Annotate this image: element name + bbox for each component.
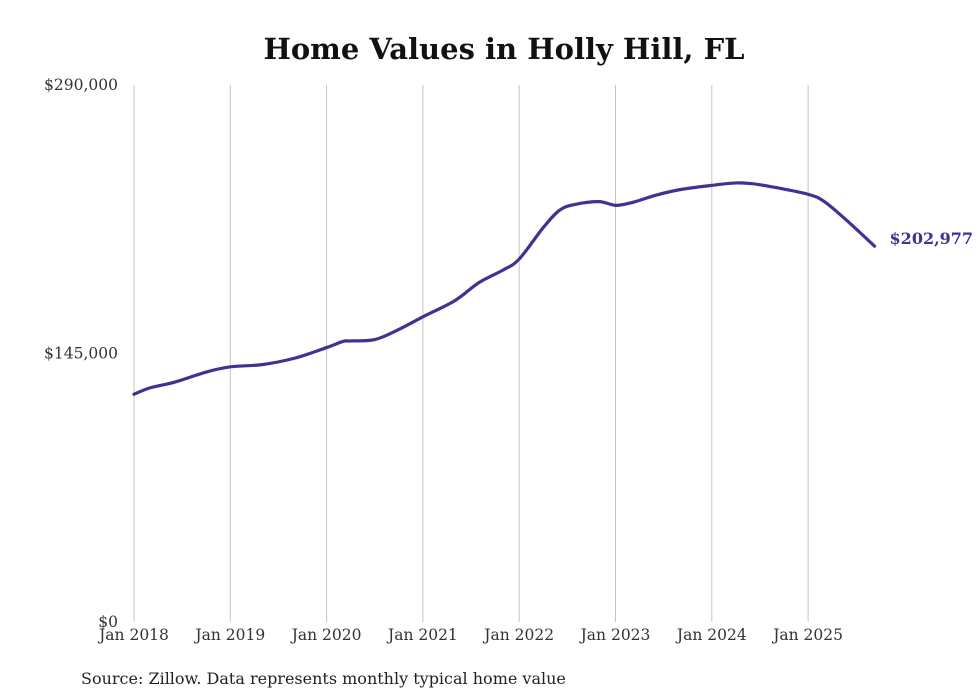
x-axis-tick-labels: Jan 2018 Jan 2019 Jan 2020 Jan 2021 Jan 2022… [97,626,843,644]
x-tick-label-5: Jan 2023 [579,626,651,644]
chart-title: Home Values in Holly Hill, FL [263,32,744,66]
y-axis-tick-labels: $0 $145,000 $290,000 [44,76,118,631]
end-value-label: $202,977 [890,229,974,248]
source-note: Source: Zillow. Data represents monthly … [81,669,566,688]
vertical-gridlines [133,85,809,622]
x-tick-label-0: Jan 2018 [97,626,169,644]
x-tick-label-2: Jan 2020 [290,626,362,644]
y-tick-label-0: $0 [98,613,118,631]
series-layer [132,181,877,396]
x-tick-label-6: Jan 2024 [675,626,747,644]
x-tick-label-1: Jan 2019 [193,626,265,644]
x-tick-label-3: Jan 2021 [386,626,458,644]
x-tick-label-7: Jan 2025 [771,626,843,644]
x-tick-label-4: Jan 2022 [482,626,554,644]
y-tick-label-2: $290,000 [44,76,118,94]
y-tick-label-1: $145,000 [44,345,118,363]
series-line-0 [132,181,877,396]
